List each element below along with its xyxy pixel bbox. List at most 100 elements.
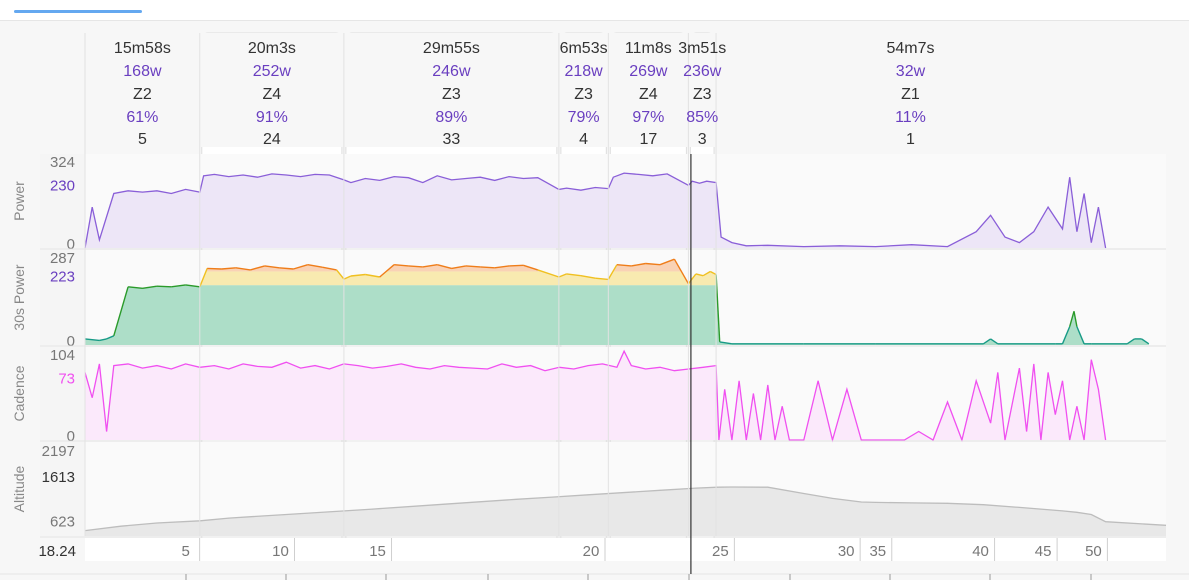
- line-segment-power30: [719, 341, 733, 345]
- point-altitude: [983, 504, 984, 505]
- point-power: [566, 188, 567, 189]
- point-cadence: [718, 439, 719, 440]
- interval-power: 168w: [123, 63, 162, 80]
- line-segment-power30: [343, 275, 352, 280]
- line-segment-power30: [350, 273, 366, 277]
- point-power30: [336, 269, 337, 270]
- point-cadence: [1026, 431, 1027, 432]
- point-cadence: [142, 368, 143, 369]
- point-cadence: [185, 363, 186, 364]
- y-tick-power30: 223: [50, 269, 75, 286]
- point-altitude: [1019, 507, 1020, 508]
- line-segment-power30: [264, 265, 280, 269]
- interval-pct: 97%: [632, 109, 664, 126]
- point-power30: [990, 338, 991, 339]
- point-power30: [616, 264, 617, 265]
- point-cadence: [1076, 406, 1077, 407]
- point-cadence: [1105, 439, 1106, 440]
- point-cadence: [128, 363, 129, 364]
- point-power: [300, 176, 301, 177]
- point-power30: [307, 264, 308, 265]
- line-segment-power30: [702, 270, 711, 277]
- point-power: [875, 246, 876, 247]
- interval-label-3[interactable]: 29m55s 246w Z3 89% 33: [423, 40, 480, 148]
- point-cadence: [214, 365, 215, 366]
- point-altitude: [1105, 521, 1106, 522]
- point-cadence: [1069, 439, 1070, 440]
- y-tick-altitude: 1613: [42, 469, 75, 486]
- point-power30: [983, 343, 984, 344]
- point-power: [379, 180, 380, 181]
- x-tick-label: 5: [181, 543, 189, 560]
- point-power: [537, 177, 538, 178]
- interval-label-6[interactable]: 3m51s 236w Z3 85% 3: [678, 40, 726, 148]
- y-tick-power30: 0: [67, 333, 75, 350]
- line-segment-power30: [1061, 326, 1071, 345]
- point-power30: [803, 343, 804, 344]
- point-cadence: [731, 439, 732, 440]
- point-power: [947, 246, 948, 247]
- point-power: [314, 174, 315, 175]
- point-power: [692, 181, 693, 182]
- area-cadence: [85, 351, 1106, 440]
- point-cadence: [933, 439, 934, 440]
- interval-duration: 11m8s: [625, 40, 672, 57]
- interval-label-7[interactable]: 54m7s 32w Z1 11% 1: [886, 40, 934, 148]
- y-tick-cadence: 0: [67, 428, 75, 445]
- point-power: [113, 193, 114, 194]
- point-power30: [710, 271, 711, 272]
- point-cadence: [1098, 389, 1099, 390]
- interval-power: 252w: [253, 63, 292, 80]
- point-power30: [250, 269, 251, 270]
- point-power: [767, 245, 768, 246]
- line-segment-power30: [537, 269, 560, 278]
- interval-power: 218w: [564, 63, 603, 80]
- point-power30: [437, 264, 438, 265]
- y-axis-label-cadence: Cadence: [11, 365, 27, 421]
- interval-label-4[interactable]: 6m53s 218w Z3 79% 4: [560, 40, 608, 148]
- y-axes: Power 324 230 0 30s Power 287 223 0 Cadence 104 73…: [11, 154, 1166, 538]
- point-altitude: [861, 501, 862, 502]
- point-altitude: [300, 513, 301, 514]
- interval-label-2[interactable]: 20m3s 252w Z4 91% 24: [248, 40, 296, 148]
- point-altitude: [228, 518, 229, 519]
- line-segment-power30: [293, 264, 309, 270]
- activity-chart[interactable]: 15m58s 168w Z2 61% 5 20m3s 252w Z4 91% 24 29m55s 24…: [0, 21, 1189, 580]
- point-power30: [293, 268, 294, 269]
- point-cadence: [544, 370, 545, 371]
- line-segment-power30: [465, 265, 481, 268]
- point-cadence: [487, 368, 488, 369]
- point-power30: [99, 340, 100, 341]
- point-power: [480, 177, 481, 178]
- point-power: [652, 175, 653, 176]
- point-power: [408, 177, 409, 178]
- line-segment-power30: [199, 268, 208, 288]
- point-power: [365, 178, 366, 179]
- point-cadence: [774, 439, 775, 440]
- point-altitude: [659, 490, 660, 491]
- interval-count: 4: [579, 131, 588, 148]
- line-segment-power30: [558, 273, 567, 278]
- point-cadence: [271, 367, 272, 368]
- interval-header-bg: [40, 33, 1166, 147]
- point-power30: [235, 267, 236, 268]
- point-power: [451, 179, 452, 180]
- point-power: [228, 176, 229, 177]
- point-power: [286, 174, 287, 175]
- interval-zone: Z1: [901, 86, 920, 103]
- area-altitude: [85, 487, 1166, 536]
- interval-power: 246w: [432, 63, 471, 80]
- line-segment-power30: [607, 264, 618, 280]
- interval-label-5[interactable]: 11m8s 269w Z4 97% 17: [625, 40, 672, 148]
- point-cadence: [1091, 359, 1092, 360]
- line-cadence: [84, 349, 1107, 443]
- x-start-label: 18.24: [38, 543, 76, 560]
- interval-label-1[interactable]: 15m58s 168w Z2 61% 5: [114, 40, 171, 148]
- line-segment-power30: [659, 258, 675, 266]
- interval-count: 1: [906, 131, 915, 148]
- point-cadence: [616, 367, 617, 368]
- line-power: [84, 172, 1107, 249]
- point-altitude: [911, 502, 912, 503]
- point-altitude: [120, 526, 121, 527]
